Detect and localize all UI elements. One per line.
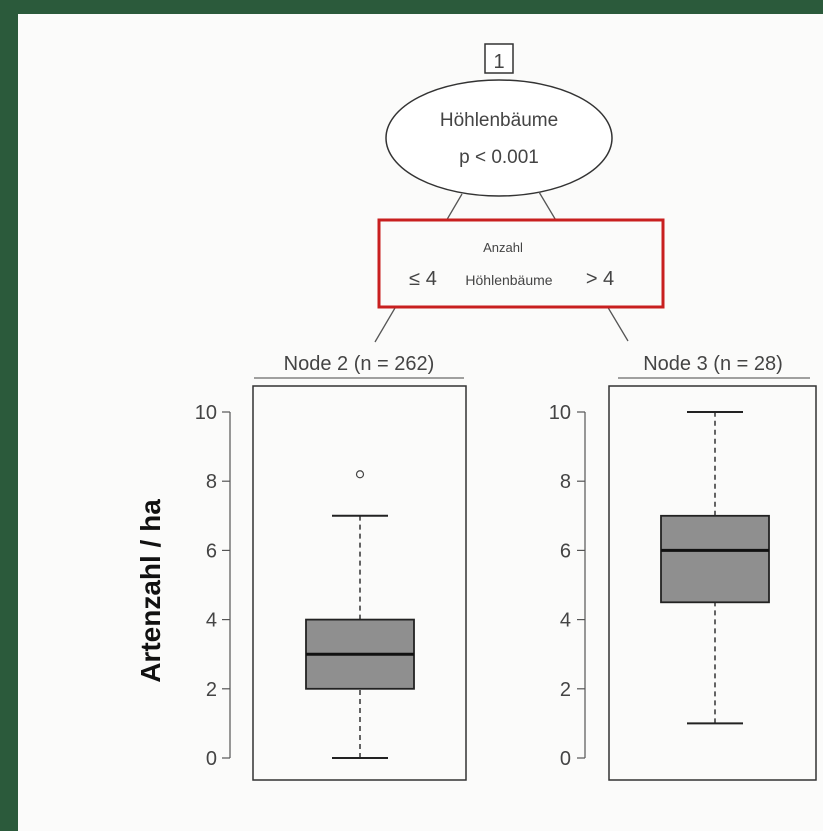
root-node-id-box — [484, 43, 514, 74]
node-2-y-tick-label: 10 — [195, 402, 217, 424]
node-2-outlier — [355, 470, 365, 479]
node-3-y-tick-label: 4 — [560, 610, 571, 632]
node-3-y-tick-label: 0 — [560, 748, 571, 770]
node-2-plot-frame — [252, 385, 467, 781]
root-node-ellipse — [385, 79, 613, 197]
node-2-y-tick-label: 2 — [206, 679, 217, 701]
node-2-y-tick-label: 6 — [206, 540, 217, 562]
split-middle-label: Höhlenbäume — [465, 272, 552, 288]
split-highlight-box — [377, 218, 665, 309]
node-2-boxplot — [305, 470, 415, 759]
node-3-y-tick-label: 10 — [549, 402, 571, 424]
root-node-pvalue: p < 0.001 — [459, 147, 539, 168]
node-3-boxplot — [660, 411, 770, 725]
node-3-label: Node 3 (n = 28) — [643, 353, 783, 375]
root-node-variable: Höhlenbäume — [440, 110, 558, 131]
node-2-y-axis: 0 2 4 6 8 10 — [195, 402, 231, 770]
y-axis-title: Artenzahl / ha — [135, 499, 166, 683]
node-2-y-tick-label: 4 — [206, 610, 217, 632]
node-3-y-axis: 0 2 4 6 8 10 — [549, 402, 586, 770]
split-left-label: ≤ 4 — [409, 268, 437, 290]
node-3-plot-frame — [608, 385, 817, 781]
node-2-y-tick-label: 0 — [206, 748, 217, 770]
node-3-y-tick-label: 6 — [560, 540, 571, 562]
node-2-y-tick-label: 8 — [206, 471, 217, 493]
node-3-y-tick-label: 2 — [560, 679, 571, 701]
split-heading: Anzahl — [483, 240, 523, 255]
node-3-iqr-box — [660, 514, 770, 604]
node-3-y-tick-label: 8 — [560, 471, 571, 493]
node-2-label: Node 2 (n = 262) — [284, 353, 435, 375]
split-label-background — [379, 220, 663, 307]
split-right-label: > 4 — [586, 268, 614, 290]
root-node-id: 1 — [493, 51, 504, 73]
